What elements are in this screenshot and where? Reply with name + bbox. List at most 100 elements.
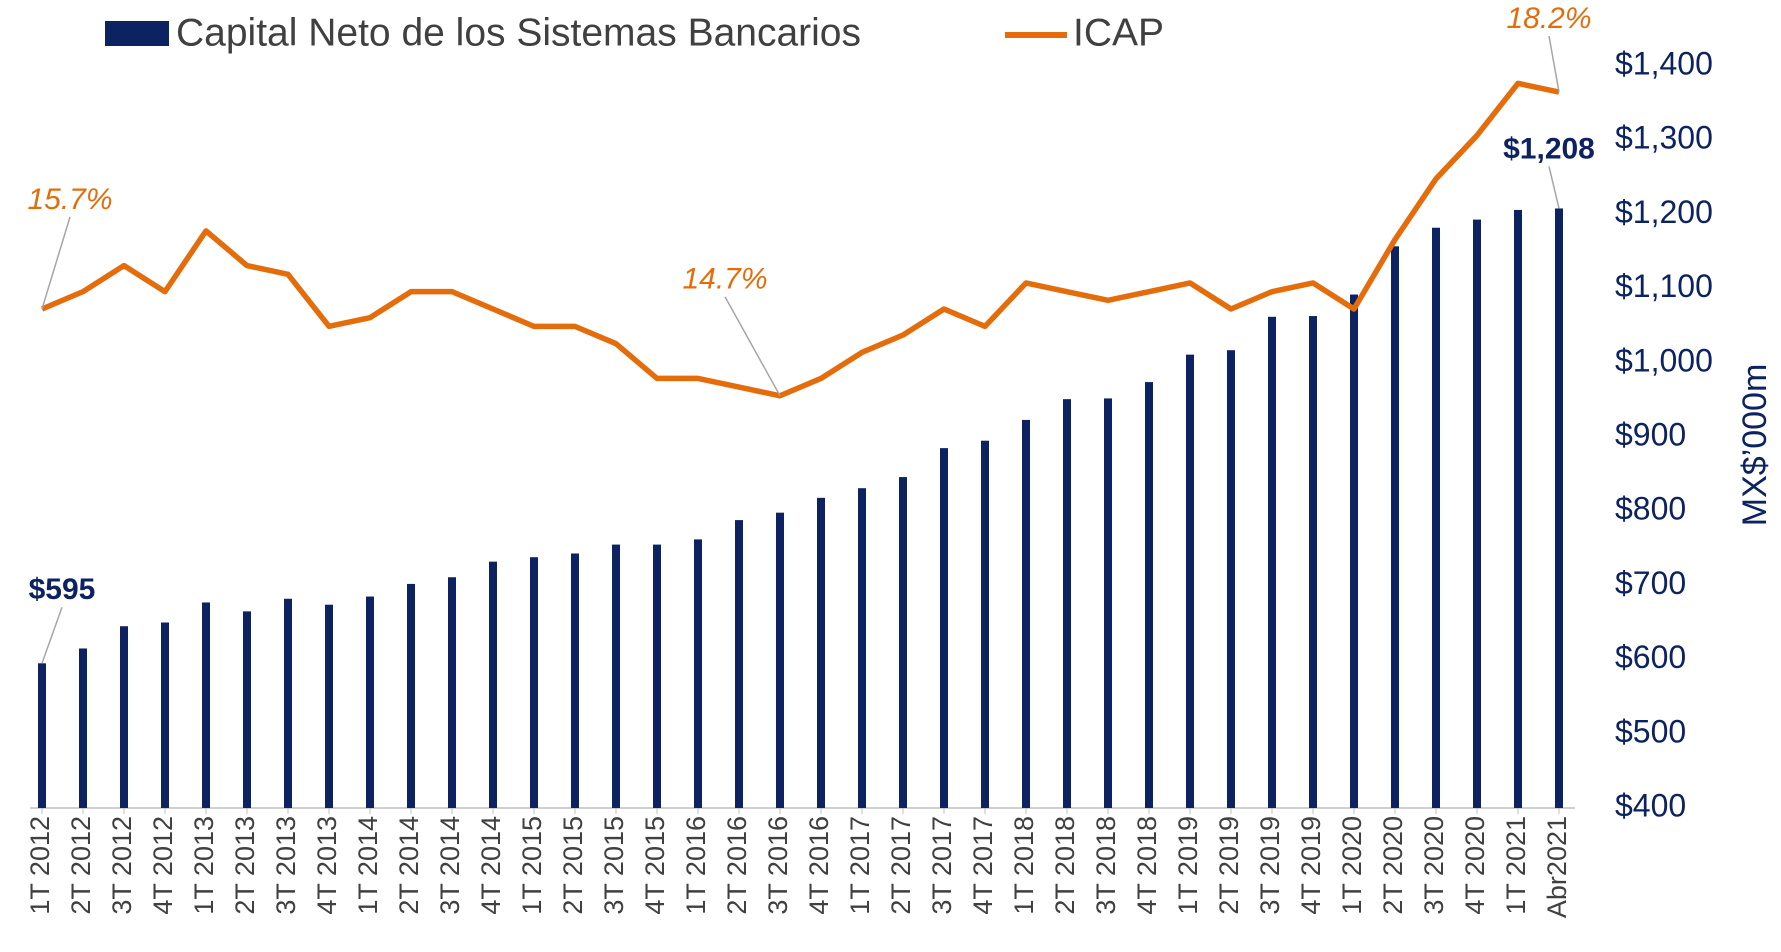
x-tick-label: 1T 2018 xyxy=(1009,816,1039,915)
data-label: 18.2% xyxy=(1506,2,1591,35)
bar xyxy=(776,512,784,808)
bar xyxy=(571,553,579,808)
bar xyxy=(1063,399,1071,808)
leader-line xyxy=(1548,166,1560,209)
y-tick-label: $1,400 xyxy=(1615,45,1713,81)
bar xyxy=(79,648,87,808)
x-tick-label: 3T 2017 xyxy=(927,816,957,915)
x-tick-label: 3T 2018 xyxy=(1091,816,1121,915)
x-tick-label: 1T 2021 xyxy=(1501,816,1531,915)
x-tick-label: 3T 2016 xyxy=(763,816,793,915)
bar xyxy=(161,622,169,808)
legend-label: ICAP xyxy=(1073,11,1164,54)
bar xyxy=(1309,316,1317,808)
legend-label: Capital Neto de los Sistemas Bancarios xyxy=(176,11,861,54)
legend-swatch xyxy=(105,21,169,46)
line xyxy=(40,80,1560,399)
bar xyxy=(38,663,46,808)
bar xyxy=(1391,246,1399,808)
bar xyxy=(694,539,702,808)
x-tick-label: 2T 2020 xyxy=(1378,816,1408,915)
y-tick-label: $1,100 xyxy=(1615,268,1713,304)
x-tick-label: Abr2021 xyxy=(1542,816,1572,918)
x-tick-label: 2T 2016 xyxy=(722,816,752,915)
bar xyxy=(202,602,210,808)
x-tick-label: 4T 2012 xyxy=(148,816,178,915)
y-axis-title: MX$’000m xyxy=(1736,364,1774,527)
bar xyxy=(1145,382,1153,808)
x-tick-label: 4T 2016 xyxy=(804,816,834,915)
y-tick-label: $1,300 xyxy=(1615,120,1713,156)
x-tick-label: 2T 2018 xyxy=(1050,816,1080,915)
bar xyxy=(817,497,825,808)
x-tick-label: 1T 2020 xyxy=(1337,816,1367,915)
leader-line xyxy=(41,607,63,664)
data-label: 15.7% xyxy=(27,183,112,216)
y-tick-label: $800 xyxy=(1615,491,1686,527)
bar xyxy=(1432,227,1440,809)
leader-line xyxy=(41,216,71,310)
x-tick-label: 4T 2017 xyxy=(968,816,998,915)
bar xyxy=(325,604,333,808)
bar xyxy=(858,488,866,808)
bar xyxy=(1555,208,1563,809)
x-tick-label: 2T 2015 xyxy=(558,816,588,915)
bar xyxy=(1227,350,1235,808)
x-tick-label: 3T 2019 xyxy=(1255,816,1285,915)
x-tick-label: 4T 2014 xyxy=(476,816,506,915)
bar xyxy=(366,596,374,808)
x-tick-label: 1T 2015 xyxy=(517,816,547,915)
bar xyxy=(1350,294,1358,808)
x-tick-label: 2T 2014 xyxy=(394,816,424,915)
x-tick-label: 4T 2015 xyxy=(640,816,670,915)
bar xyxy=(448,577,456,808)
bar xyxy=(981,440,989,808)
bar xyxy=(1473,219,1481,808)
y-tick-label: $500 xyxy=(1615,713,1686,749)
x-tick-label: 1T 2012 xyxy=(25,816,55,915)
bar xyxy=(612,544,620,808)
x-tick-label: 4T 2018 xyxy=(1132,816,1162,915)
bar xyxy=(530,557,538,808)
bar xyxy=(653,544,661,808)
data-label: 14.7% xyxy=(682,263,767,296)
y-tick-label: $600 xyxy=(1615,639,1686,675)
x-tick-label: 1T 2014 xyxy=(353,816,383,915)
bar xyxy=(489,561,497,808)
bar xyxy=(243,611,251,808)
y-tick-label: $900 xyxy=(1615,416,1686,452)
x-tick-label: 3T 2020 xyxy=(1419,816,1449,915)
bar xyxy=(1268,316,1276,808)
leader-line xyxy=(1548,35,1560,93)
bar xyxy=(899,477,907,808)
y-tick-label: $1,200 xyxy=(1615,194,1713,230)
x-tick-label: 3T 2013 xyxy=(271,816,301,915)
x-tick-label: 4T 2019 xyxy=(1296,816,1326,915)
x-tick-label: 1T 2017 xyxy=(845,816,875,915)
x-tick-label: 2T 2019 xyxy=(1214,816,1244,915)
x-tick-label: 4T 2013 xyxy=(312,816,342,915)
x-tick-label: 3T 2012 xyxy=(107,816,137,915)
x-tick-label: 1T 2013 xyxy=(189,816,219,915)
bar xyxy=(1022,419,1030,808)
x-tick-label: 4T 2020 xyxy=(1460,816,1490,915)
y-tick-label: $400 xyxy=(1615,787,1686,823)
bar xyxy=(407,583,415,808)
leader-line xyxy=(724,296,781,397)
y-tick-label: $700 xyxy=(1615,565,1686,601)
x-tick-label: 3T 2015 xyxy=(599,816,629,915)
data-label: $595 xyxy=(29,573,96,606)
bar xyxy=(1514,209,1522,808)
x-tick-label: 2T 2012 xyxy=(66,816,96,915)
x-tick-label: 2T 2017 xyxy=(886,816,916,915)
y-tick-label: $1,000 xyxy=(1615,342,1713,378)
x-tick-label: 2T 2013 xyxy=(230,816,260,915)
bar xyxy=(940,448,948,808)
x-tick-label: 1T 2019 xyxy=(1173,816,1203,915)
bar xyxy=(1104,398,1112,808)
bar xyxy=(284,598,292,808)
bar xyxy=(1186,354,1194,808)
bar xyxy=(735,520,743,808)
bar xyxy=(120,626,128,808)
x-tick-label: 1T 2016 xyxy=(681,816,711,915)
